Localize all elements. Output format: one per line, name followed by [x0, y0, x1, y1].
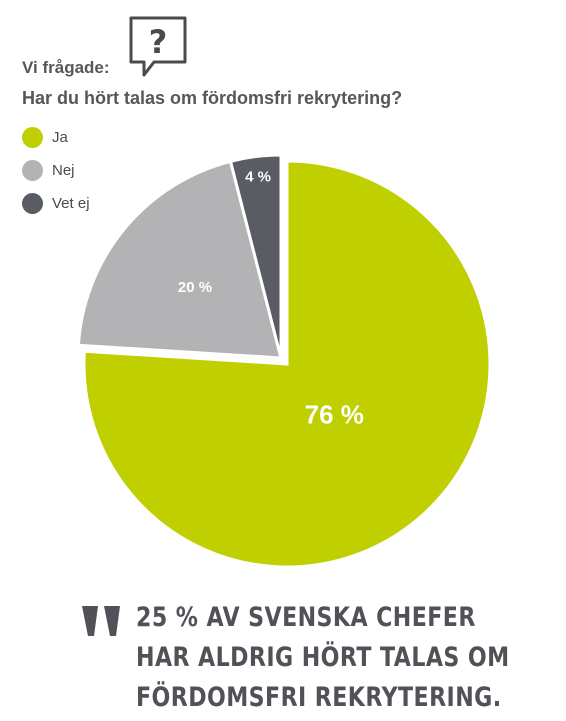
quote-marks-icon [82, 606, 120, 636]
pie-slice-nej [76, 159, 283, 360]
svg-text:?: ? [149, 23, 168, 61]
legend-swatch-ja [22, 126, 43, 148]
legend-item-vet-ej: Vet ej [22, 192, 90, 214]
legend-swatch-nej [22, 159, 43, 181]
footer-line-1: 25 % AV SVENSKA CHEFER [136, 602, 476, 633]
pie-slice-ja [82, 159, 492, 569]
legend-swatch-vet-ej [22, 192, 43, 214]
legend-label-nej: Nej [52, 161, 75, 179]
legend-item-nej: Nej [22, 159, 90, 181]
pie-label-ja: 76 % [305, 399, 364, 429]
intro-label: Vi frågade: [22, 58, 110, 77]
footer-line-2: HAR ALDRIG HÖRT TALAS OM [136, 642, 510, 673]
legend-item-ja: Ja [22, 126, 90, 148]
pie-label-vet-ej: 4 % [245, 169, 271, 186]
legend: Ja Nej Vet ej [22, 126, 90, 225]
legend-label-vet-ej: Vet ej [52, 194, 90, 212]
pie-label-nej: 20 % [178, 279, 212, 296]
question-title: Har du hört talas om fördomsfri rekryter… [22, 88, 403, 108]
footer-line-3: FÖRDOMSFRI REKRYTERING. [136, 682, 502, 713]
question-bubble-icon: ? [129, 16, 187, 77]
footer-statement: 25 % AV SVENSKA CHEFER HAR ALDRIG HÖRT T… [136, 598, 510, 718]
legend-label-ja: Ja [52, 128, 68, 146]
pie-chart: 76 % 20 % 4 % [76, 153, 492, 569]
pie-slice-vet-ej [228, 153, 283, 359]
